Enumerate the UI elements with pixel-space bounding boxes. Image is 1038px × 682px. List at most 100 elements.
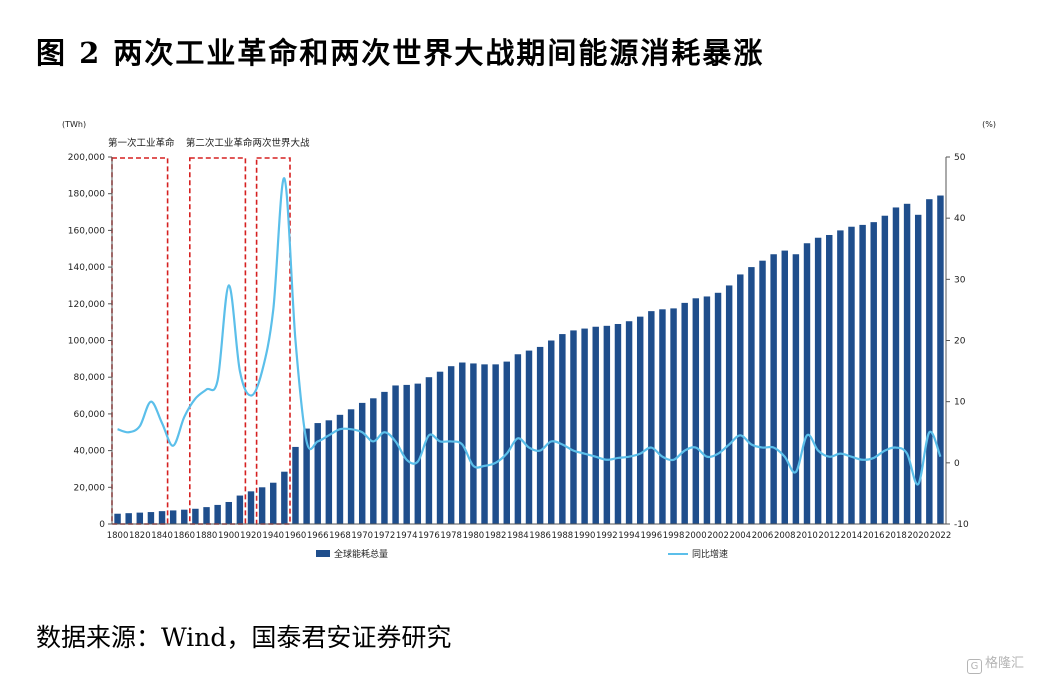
bar-1980	[470, 363, 477, 524]
x-tick-label: 1982	[485, 531, 507, 541]
bar-1982	[492, 364, 499, 524]
bar-2005	[748, 267, 755, 524]
bar-1972	[381, 391, 388, 524]
bar-1965	[303, 428, 310, 524]
bar-2006	[759, 260, 766, 524]
bar-2013	[837, 230, 844, 524]
bar-2010	[803, 243, 811, 524]
bar-1993	[614, 323, 622, 524]
right-tick-label: 50	[954, 153, 966, 163]
x-tick-label: 2020	[907, 531, 929, 541]
x-tick-label: 2012	[818, 531, 840, 541]
right-tick-label: 20	[954, 337, 966, 347]
x-tick-label: 1974	[396, 531, 418, 541]
bar-2007	[770, 254, 777, 524]
bar-1890	[214, 504, 221, 524]
bar-2014	[848, 226, 855, 525]
bar-1975	[414, 383, 422, 524]
x-tick-label: 1976	[418, 531, 440, 541]
x-tick-label: 2004	[729, 531, 751, 541]
left-axis-unit: (TWh)	[62, 120, 86, 129]
bar-1994	[625, 321, 633, 524]
bar-2001	[703, 296, 711, 524]
x-tick-label: 1988	[552, 531, 574, 541]
bar-1988	[559, 334, 566, 524]
bar-1976	[425, 377, 433, 524]
x-tick-label: 1900	[218, 531, 240, 541]
bar-1977	[436, 371, 444, 524]
x-tick-label: 1990	[574, 531, 596, 541]
bar-1989	[570, 330, 577, 524]
bar-1971	[370, 398, 377, 524]
x-tick-label: 2010	[796, 531, 818, 541]
right-axis-unit: (%)	[982, 120, 996, 129]
bar-2017	[881, 215, 889, 524]
left-tick-label: 200,000	[68, 153, 105, 163]
left-tick-label: 160,000	[68, 226, 105, 236]
legend-label-energy: 全球能耗总量	[334, 548, 388, 560]
annotation-box-3	[255, 157, 291, 525]
bar-1987	[548, 340, 555, 524]
bar-2015	[859, 224, 866, 524]
left-tick-label: 180,000	[68, 190, 105, 200]
x-tick-label: 1840	[151, 531, 173, 541]
x-tick-label: 2018	[885, 531, 907, 541]
annotation-label-3: 两次世界大战	[253, 137, 311, 149]
x-tick-label: 1970	[351, 531, 373, 541]
right-tick-label: 30	[954, 275, 966, 285]
bar-1850	[169, 510, 177, 524]
bar-2002	[714, 292, 722, 524]
bar-1978	[447, 366, 455, 524]
bar-2018	[892, 207, 900, 524]
bar-1840	[158, 511, 166, 524]
bar-1900	[225, 501, 232, 524]
x-tick-label: 1972	[374, 531, 396, 541]
x-tick-label: 1984	[507, 531, 529, 541]
bar-1974	[403, 384, 410, 524]
bar-2012	[826, 234, 833, 525]
bar-1970	[358, 402, 366, 524]
x-tick-label: 1960	[285, 531, 307, 541]
bar-2020	[914, 214, 922, 525]
left-tick-label: 140,000	[68, 263, 105, 273]
watermark: G 格隆汇	[966, 652, 1024, 674]
bar-1800	[114, 513, 121, 524]
legend-group: 全球能耗总量 同比增速	[316, 548, 728, 560]
left-tick-label: 60,000	[74, 410, 106, 420]
x-tick-label: 1978	[440, 531, 462, 541]
page-title: 图 2 两次工业革命和两次世界大战期间能源消耗暴涨	[36, 36, 765, 70]
bar-1999	[681, 302, 688, 524]
annotation-label-1: 第一次工业革命	[108, 137, 175, 149]
x-tick-label: 2000	[685, 531, 707, 541]
bar-2021	[926, 199, 933, 524]
left-tick-label: 20,000	[74, 483, 106, 493]
left-tick-label: 0	[99, 520, 105, 530]
x-tick-label: 1800	[107, 531, 129, 541]
legend-swatch-energy	[316, 550, 330, 557]
bar-1960	[292, 446, 299, 524]
bar-1870	[192, 508, 199, 524]
x-tick-label: 2002	[707, 531, 729, 541]
bar-2008	[781, 250, 788, 524]
x-tick-label: 1994	[618, 531, 640, 541]
x-tick-label: 2008	[774, 531, 796, 541]
bar-1986	[536, 346, 544, 524]
bar-1997	[659, 309, 666, 524]
bar-2003	[725, 285, 733, 524]
line-series-group	[117, 177, 942, 486]
right-tick-label: 10	[954, 398, 966, 408]
x-tick-label: 1980	[463, 531, 485, 541]
bar-1950	[281, 471, 288, 524]
bar-2000	[692, 298, 700, 524]
bar-1967	[325, 420, 333, 524]
bar-1830	[147, 512, 155, 524]
right-tick-label: 0	[954, 459, 960, 469]
bar-1981	[481, 364, 488, 524]
bar-2019	[903, 203, 911, 525]
x-tick-label: 1966	[307, 531, 329, 541]
bar-1920	[247, 491, 255, 524]
bar-1810	[125, 513, 132, 524]
x-tick-label: 2022	[930, 531, 952, 541]
bar-1940	[270, 482, 277, 524]
bar-1996	[648, 311, 655, 524]
